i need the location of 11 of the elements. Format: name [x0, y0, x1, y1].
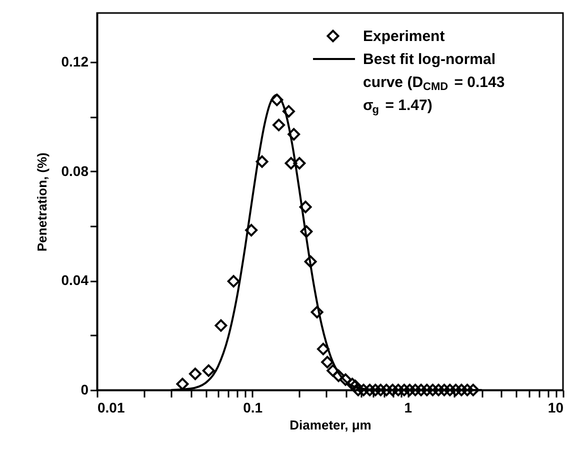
legend-label: Experiment	[363, 28, 445, 45]
x-tick-label: 0.01	[98, 400, 125, 416]
x-tick-label: 1	[404, 400, 412, 416]
x-axis-title: Diameter, μm	[290, 418, 372, 432]
x-tick-label: 0.1	[243, 400, 263, 416]
y-tick-label: 0	[80, 382, 89, 398]
y-axis-title: Penetration, (%)	[34, 152, 50, 252]
y-tick-label: 0.12	[61, 54, 89, 70]
y-tick-label: 0.08	[61, 162, 89, 179]
y-tick-label: 0.04	[61, 272, 89, 288]
x-tick-label: 10	[548, 400, 564, 416]
